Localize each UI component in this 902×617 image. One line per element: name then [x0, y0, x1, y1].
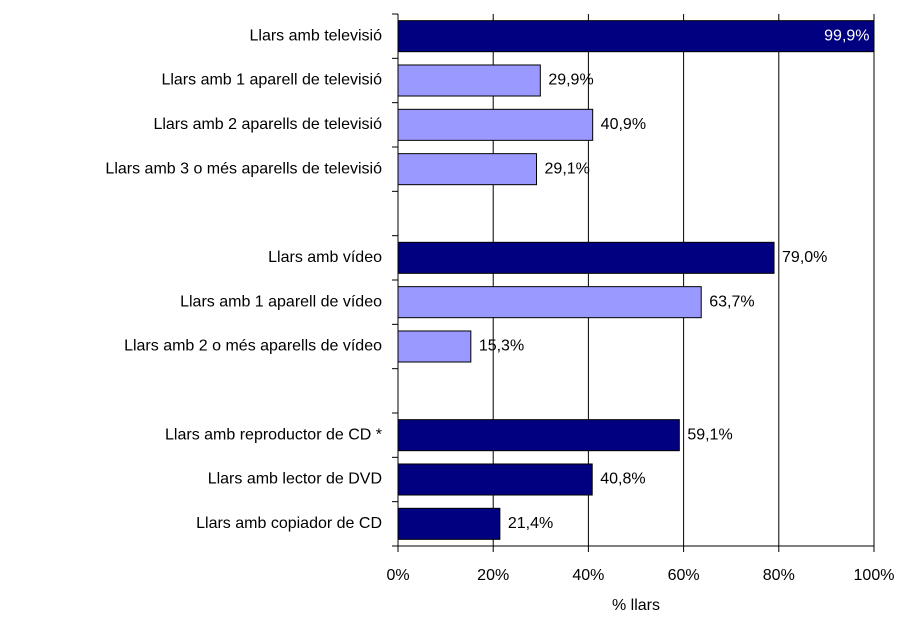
y-tick-label: Llars amb vídeo	[268, 249, 382, 266]
data-label: 40,8%	[600, 471, 645, 488]
bar	[397, 463, 593, 496]
data-label: 21,4%	[508, 515, 553, 532]
y-tick-label: Llars amb televisió	[250, 27, 383, 44]
x-tick-label: 100%	[854, 567, 895, 584]
bar	[397, 153, 538, 186]
x-tick-label: 80%	[763, 567, 795, 584]
data-label: 63,7%	[709, 293, 754, 310]
data-label: 29,1%	[545, 160, 590, 177]
y-tick-label: Llars amb 3 o més aparells de televisió	[105, 160, 382, 177]
y-tick-label: Llars amb 1 aparell de televisió	[161, 72, 382, 89]
bar	[397, 20, 875, 53]
bar	[397, 330, 472, 363]
bar	[397, 108, 594, 141]
x-tick-label: 20%	[477, 567, 509, 584]
data-label: 99,9%	[824, 27, 869, 44]
bar	[397, 241, 775, 274]
data-label: 15,3%	[479, 338, 524, 355]
x-axis-label: % llars	[612, 597, 660, 614]
data-label: 29,9%	[548, 72, 593, 89]
x-tick-label: 60%	[668, 567, 700, 584]
bar	[397, 419, 680, 452]
bar	[397, 64, 541, 97]
data-label: 79,0%	[782, 249, 827, 266]
bar	[397, 286, 702, 319]
bar	[397, 507, 501, 540]
y-tick-label: Llars amb 2 o més aparells de vídeo	[124, 338, 382, 355]
y-tick-label: Llars amb 1 aparell de vídeo	[180, 293, 382, 310]
y-tick-label: Llars amb reproductor de CD *	[165, 426, 382, 443]
x-tick-label: 40%	[572, 567, 604, 584]
x-tick-label: 0%	[386, 567, 409, 584]
data-label: 40,9%	[601, 116, 646, 133]
y-tick-label: Llars amb 2 aparells de televisió	[153, 116, 382, 133]
y-tick-label: Llars amb lector de DVD	[208, 471, 382, 488]
y-tick-label: Llars amb copiador de CD	[196, 515, 382, 532]
data-label: 59,1%	[687, 426, 732, 443]
